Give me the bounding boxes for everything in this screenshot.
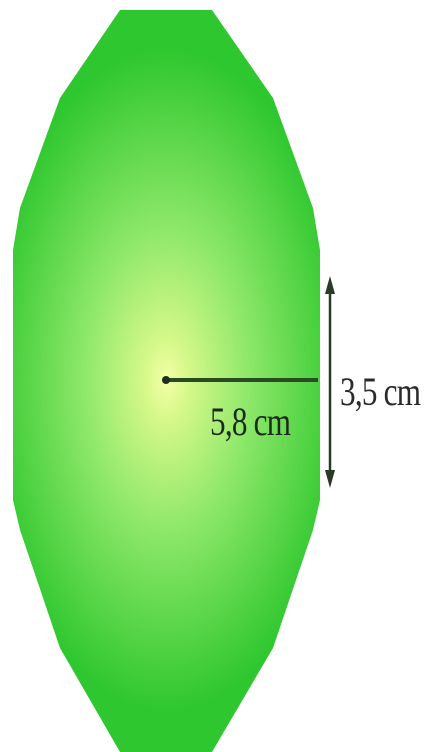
center-point	[162, 376, 170, 384]
radius-label: 5,8 cm	[210, 398, 290, 445]
side-dimension-arrow	[325, 276, 335, 488]
side-length-label: 3,5 cm	[340, 368, 420, 415]
